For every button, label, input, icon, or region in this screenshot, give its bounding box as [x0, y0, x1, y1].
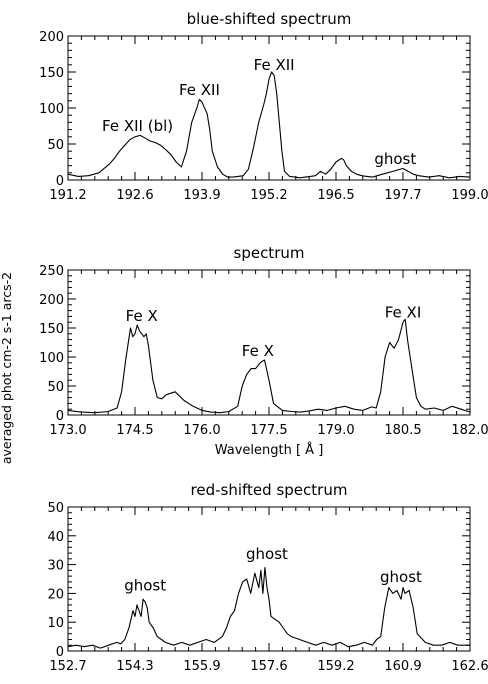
peak-annotation: Fe X — [242, 342, 274, 360]
x-tick-label: 157.6 — [250, 659, 287, 674]
spectrum-line — [67, 318, 471, 414]
peak-annotation: Fe XII — [179, 81, 220, 99]
peak-annotation: Fe XI — [385, 304, 422, 322]
y-tick-label: 0 — [56, 174, 64, 189]
y-tick-label: 200 — [39, 293, 64, 308]
x-tick-label: 191.2 — [49, 188, 86, 203]
x-tick-label: 174.5 — [116, 423, 153, 438]
x-tick-label: 154.3 — [116, 659, 153, 674]
x-tick-label: 160.9 — [384, 659, 421, 674]
y-tick-label: 200 — [39, 30, 64, 45]
x-tick-label: 193.9 — [183, 188, 220, 203]
x-tick-label: 180.5 — [384, 423, 421, 438]
spectrum-line — [67, 71, 471, 179]
y-tick-label: 50 — [47, 380, 64, 395]
peak-annotation: ghost — [124, 577, 166, 595]
peak-annotation: ghost — [380, 568, 422, 586]
y-tick-label: 50 — [47, 138, 64, 153]
peak-annotation: ghost — [374, 150, 416, 168]
spectrum-line — [67, 566, 470, 649]
y-tick-label: 100 — [39, 351, 64, 366]
x-tick-label: 199.0 — [451, 188, 488, 203]
x-tick-label: 162.6 — [451, 659, 488, 674]
shared-y-axis-label: averaged phot cm-2 s-1 arcs-2 — [0, 272, 14, 464]
x-tick-label: 159.2 — [317, 659, 354, 674]
x-tick-label: 182.0 — [451, 423, 488, 438]
peak-annotation: Fe XII (bl) — [102, 117, 173, 135]
chart-title: spectrum — [234, 244, 305, 262]
chart-panel-2: spectrum 173.0 174.5 176.0 177.5 179.0 180.5 18… — [39, 244, 488, 458]
y-tick-label: 20 — [47, 587, 64, 602]
y-tick-label: 40 — [47, 530, 64, 545]
y-tick-label: 100 — [39, 102, 64, 117]
x-tick-label: 155.9 — [183, 659, 220, 674]
y-tick-label: 0 — [56, 409, 64, 424]
y-tick-label: 150 — [39, 322, 64, 337]
y-tick-label: 150 — [39, 66, 64, 81]
x-tick-label: 173.0 — [49, 423, 86, 438]
chart-title: blue-shifted spectrum — [187, 10, 352, 28]
peak-annotation: Fe X — [126, 307, 158, 325]
peak-annotation: Fe XII — [254, 56, 295, 74]
y-tick-label: 30 — [47, 559, 64, 574]
y-tick-label: 250 — [39, 264, 64, 279]
x-tick-label: 195.2 — [250, 188, 287, 203]
x-tick-label: 197.7 — [384, 188, 421, 203]
x-tick-label: 192.6 — [116, 188, 153, 203]
x-tick-label: 176.0 — [183, 423, 220, 438]
chart-panel-1: blue-shifted spectrum 191.2 192.6 193.9 195.… — [39, 10, 488, 203]
x-axis-label: Wavelength [ Å ] — [215, 442, 324, 458]
x-tick-label: 152.7 — [49, 659, 86, 674]
peak-annotation: ghost — [246, 545, 288, 563]
x-tick-label: 196.5 — [317, 188, 354, 203]
x-tick-label: 179.0 — [317, 423, 354, 438]
chart-panel-3: red-shifted spectrum 152.7 154.3 155.9 157.6… — [47, 481, 488, 674]
y-tick-label: 10 — [47, 616, 64, 631]
y-tick-label: 50 — [47, 501, 64, 516]
x-tick-label: 177.5 — [250, 423, 287, 438]
y-tick-label: 0 — [56, 645, 64, 660]
chart-title: red-shifted spectrum — [191, 481, 348, 499]
